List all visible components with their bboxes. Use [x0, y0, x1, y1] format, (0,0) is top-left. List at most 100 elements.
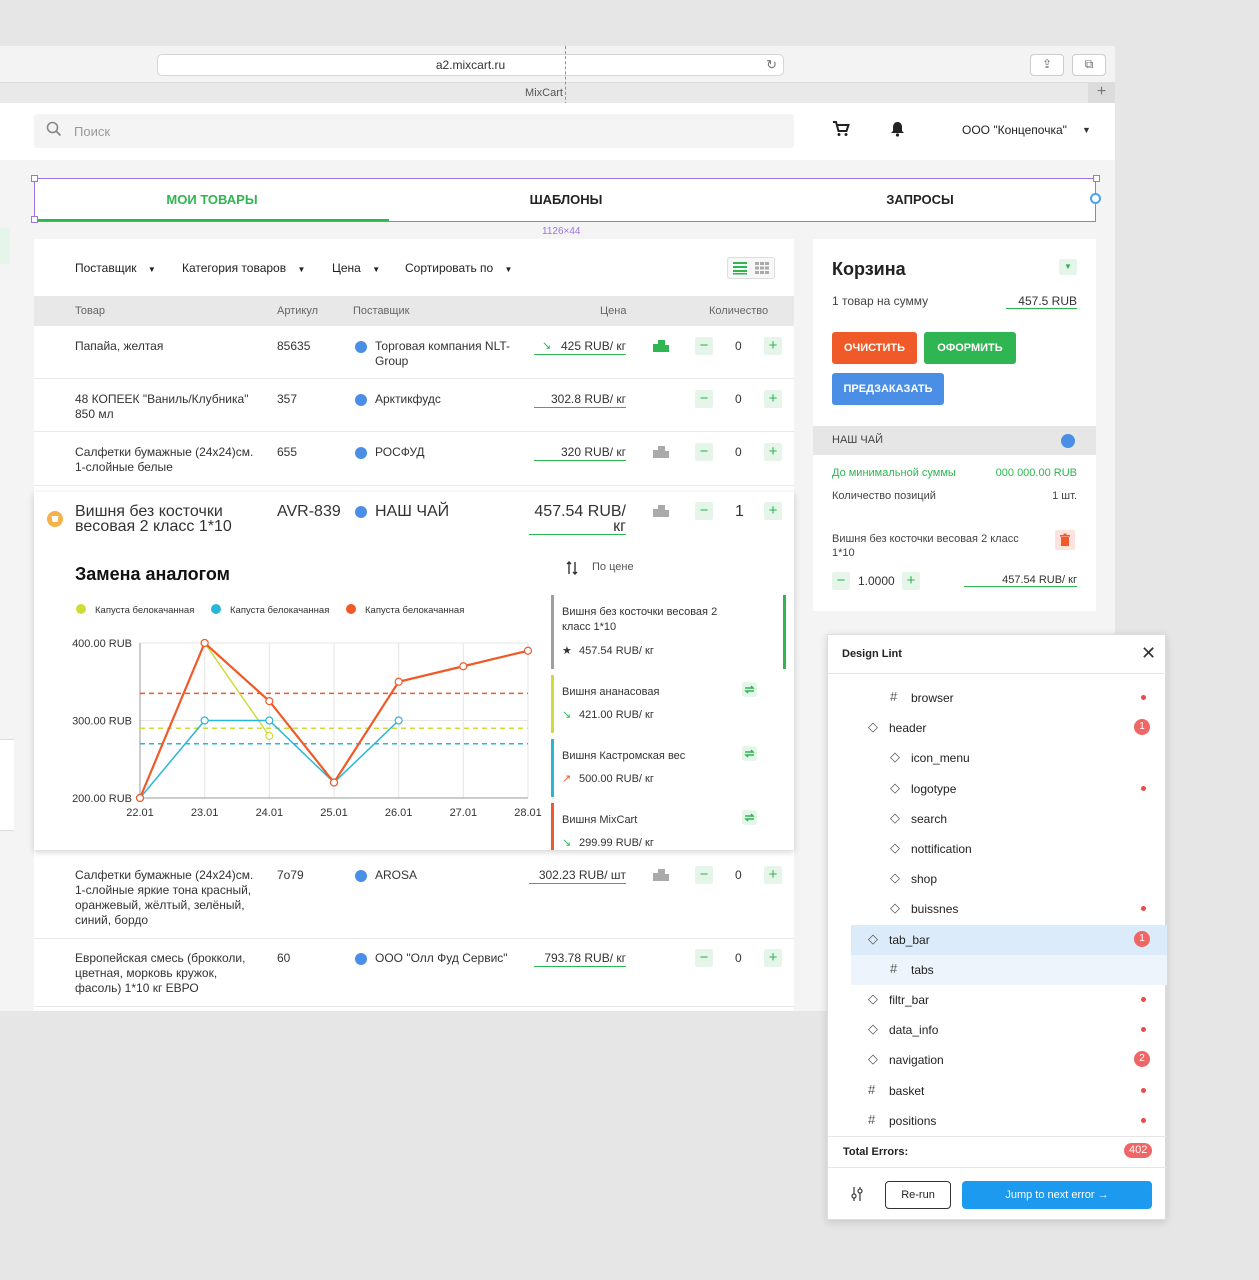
increase-button[interactable]: + — [764, 337, 782, 355]
decrease-button[interactable]: − — [695, 502, 713, 520]
trash-icon[interactable] — [1055, 530, 1075, 550]
product-price[interactable]: 793.78 RUB/ кг — [534, 951, 626, 967]
sort-icon[interactable] — [566, 560, 578, 579]
basket-item-qty[interactable]: 1.0000 — [858, 574, 895, 588]
increase-button[interactable]: + — [764, 866, 782, 884]
increase-button[interactable]: + — [764, 502, 782, 520]
preorder-button[interactable]: ПРЕДЗАКАЗАТЬ — [832, 373, 944, 405]
tabs-overview-icon[interactable]: ⧉ — [1072, 54, 1106, 76]
column-header[interactable]: Товар — [75, 305, 105, 317]
quantity-value[interactable]: 0 — [735, 339, 742, 353]
lint-layer-item[interactable]: ◇ logotype — [828, 774, 1167, 804]
increase-button[interactable]: + — [902, 572, 920, 590]
supplier-name[interactable]: ООО "Олл Фуд Сервис" — [375, 951, 508, 965]
lint-layer-item[interactable]: # browser — [828, 683, 1167, 713]
lint-layer-item[interactable]: ◇ navigation 2 — [828, 1045, 1167, 1075]
supplier-name[interactable]: Арктикфудс — [375, 392, 441, 406]
analog-card[interactable]: Вишня Кастромская вес ↗ 500.00 RUB/ кг — [551, 739, 779, 797]
selection-handle[interactable] — [1093, 175, 1100, 182]
decrease-button[interactable]: − — [832, 572, 850, 590]
filter-supplier[interactable]: Поставщик ▼ — [75, 261, 156, 275]
analog-scrollbar[interactable] — [783, 595, 786, 669]
rerun-button[interactable]: Re-run — [885, 1181, 951, 1209]
decrease-button[interactable]: − — [695, 337, 713, 355]
selection-handle[interactable] — [31, 216, 38, 223]
lint-layer-item[interactable]: ◇ icon_menu — [828, 743, 1167, 773]
new-tab-icon[interactable]: + — [1088, 82, 1115, 103]
quantity-value[interactable]: 0 — [735, 951, 742, 965]
quantity-value[interactable]: 0 — [735, 445, 742, 459]
column-header[interactable]: Количество — [709, 305, 769, 317]
lint-layer-item[interactable]: ◇ nottification — [828, 834, 1167, 864]
decrease-button[interactable]: − — [695, 390, 713, 408]
chevron-down-icon[interactable]: ▼ — [1082, 125, 1091, 135]
increase-button[interactable]: + — [764, 390, 782, 408]
settings-sliders-icon[interactable] — [850, 1186, 864, 1207]
table-row[interactable]: Салфетки бумажные (24х24)см. 1-слойные б… — [34, 432, 794, 486]
close-icon[interactable]: ✕ — [1141, 643, 1157, 663]
quantity-value[interactable]: 1 — [735, 503, 744, 520]
lint-layer-item[interactable]: ◇ header 1 — [828, 713, 1167, 743]
collapse-icon[interactable]: ▼ — [1059, 259, 1077, 275]
table-row[interactable]: Папайа, желтая 85635 Торговая компания N… — [34, 326, 794, 379]
lint-layer-item[interactable]: # positions — [828, 1106, 1167, 1136]
lint-layer-item[interactable]: ◇ filtr_bar — [828, 985, 1167, 1015]
product-price[interactable]: 425 RUB/ кг — [534, 339, 626, 355]
filter-price[interactable]: Цена ▼ — [332, 261, 380, 275]
search-box[interactable] — [34, 114, 794, 148]
analog-card[interactable]: Вишня без косточки весовая 2 класс 1*10 … — [551, 595, 779, 669]
decrease-button[interactable]: − — [695, 443, 713, 461]
grid-view-icon[interactable] — [755, 261, 769, 280]
supplier-name[interactable]: AROSA — [375, 868, 418, 882]
product-price[interactable]: 302.8 RUB/ кг — [534, 392, 626, 408]
column-header[interactable]: Поставщик — [353, 305, 410, 317]
supplier-name[interactable]: НАШ ЧАЙ — [375, 503, 450, 520]
filter-category[interactable]: Категория товаров ▼ — [182, 261, 305, 275]
decrease-button[interactable]: − — [695, 949, 713, 967]
lint-layer-item[interactable]: ◇ tab_bar 1 — [851, 924, 1167, 955]
clear-button[interactable]: ОЧИСТИТЬ — [832, 332, 917, 364]
swap-icon[interactable] — [742, 746, 757, 766]
cart-icon[interactable] — [832, 121, 850, 142]
selection-handle[interactable] — [1090, 193, 1101, 204]
product-price[interactable]: 457.54 RUB/ кг — [529, 504, 626, 535]
supplier-name[interactable]: РОСФУД — [375, 445, 425, 459]
swap-icon[interactable] — [742, 682, 757, 702]
supplier-name[interactable]: Торговая компания NLT-Group — [375, 339, 511, 368]
tab-my-products[interactable]: МОИ ТОВАРЫ — [35, 179, 389, 221]
filter-sort[interactable]: Сортировать по ▼ — [405, 261, 512, 275]
column-header[interactable]: Артикул — [277, 305, 319, 317]
search-input[interactable] — [74, 114, 774, 148]
quantity-value[interactable]: 0 — [735, 868, 742, 882]
lint-layer-item[interactable]: # tabs — [851, 954, 1167, 985]
jump-next-error-button[interactable]: Jump to next error → — [962, 1181, 1152, 1209]
browser-tab[interactable]: MixCart — [0, 82, 1088, 103]
analog-card[interactable]: Вишня ананасовая ↘ 421.00 RUB/ кг — [551, 675, 779, 733]
list-view-icon[interactable] — [733, 261, 747, 280]
company-name[interactable]: ООО "Концепочка" — [962, 123, 1067, 137]
product-price[interactable]: 320 RUB/ кг — [534, 445, 626, 461]
lint-layer-item[interactable]: # basket — [828, 1076, 1167, 1106]
lint-layer-item[interactable]: ◇ search — [828, 804, 1167, 834]
tab-templates[interactable]: ШАБЛОНЫ — [529, 192, 603, 207]
lint-layer-item[interactable]: ◇ data_info — [828, 1015, 1167, 1045]
checkout-button[interactable]: ОФОРМИТЬ — [924, 332, 1016, 364]
lint-layer-item[interactable]: ◇ shop — [828, 864, 1167, 894]
increase-button[interactable]: + — [764, 949, 782, 967]
quantity-value[interactable]: 0 — [735, 392, 742, 406]
address-bar[interactable]: a2.mixcart.ru ↻ — [157, 54, 784, 76]
table-row[interactable]: Салфетки бумажные (24х24)см. 1-слойные я… — [34, 856, 794, 939]
bell-icon[interactable] — [890, 121, 905, 142]
lint-layer-item[interactable]: ◇ buissnes — [828, 894, 1167, 924]
analog-card[interactable]: Вишня MixCart ↘ 299.99 RUB/ кг — [551, 803, 779, 850]
table-row[interactable]: Европейская смесь (брокколи, цветная, мо… — [34, 939, 794, 1007]
decrease-button[interactable]: − — [695, 866, 713, 884]
reload-icon[interactable]: ↻ — [766, 57, 777, 72]
swap-icon[interactable] — [742, 810, 757, 830]
product-price[interactable]: 302.23 RUB/ шт — [529, 868, 626, 884]
share-icon[interactable]: ⇪ — [1030, 54, 1064, 76]
column-header[interactable]: Цена — [600, 305, 627, 317]
sort-label[interactable]: По цене — [592, 561, 634, 573]
increase-button[interactable]: + — [764, 443, 782, 461]
tab-requests[interactable]: ЗАПРОСЫ — [886, 192, 954, 207]
